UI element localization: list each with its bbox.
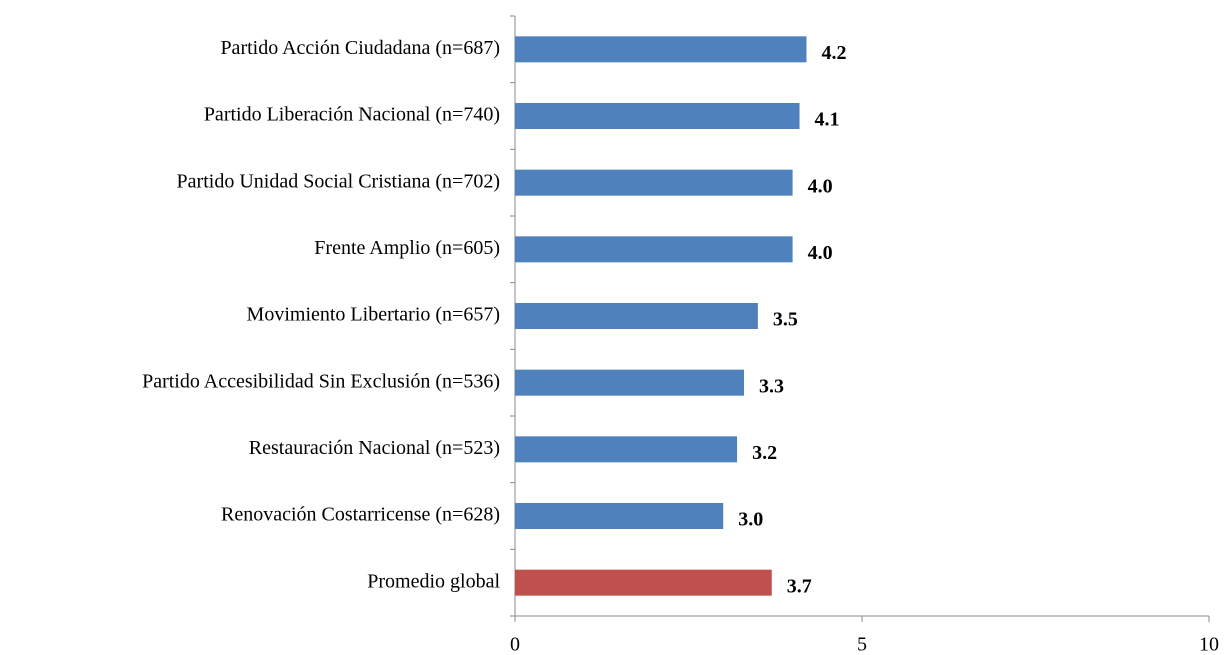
bar: [515, 503, 724, 529]
y-tick-label: Partido Acción Ciudadana (n=687): [220, 37, 500, 59]
x-tick-label: 10: [1199, 634, 1219, 655]
value-label: 3.7: [787, 575, 812, 597]
value-label: 4.1: [815, 109, 840, 131]
bar: [515, 236, 793, 263]
y-tick-label: Promedio global: [367, 570, 500, 592]
bar: [515, 303, 758, 329]
bar: [515, 369, 745, 396]
value-label: 3.2: [752, 442, 777, 464]
y-tick-label: Renovación Costarricense (n=628): [221, 504, 500, 526]
x-tick-label: 0: [510, 634, 520, 655]
bar: [515, 436, 738, 463]
y-tick-label: Partido Unidad Social Cristiana (n=702): [177, 170, 500, 192]
value-label: 4.0: [808, 175, 833, 197]
y-tick-label: Partido Liberación Nacional (n=740): [204, 104, 500, 126]
y-tick-label: Movimiento Libertario (n=657): [247, 304, 500, 326]
bar: [515, 169, 793, 196]
bar: [515, 36, 807, 63]
value-label: 4.0: [808, 242, 833, 264]
value-label: 4.2: [821, 42, 846, 64]
bar: [515, 103, 800, 129]
x-tick-label: 5: [857, 634, 867, 655]
y-tick-label: Frente Amplio (n=605): [314, 237, 500, 259]
y-tick-label: Restauración Nacional (n=523): [249, 437, 500, 459]
value-label: 3.3: [759, 375, 784, 397]
bar: [515, 569, 772, 596]
y-tick-label: Partido Accesibilidad Sin Exclusión (n=5…: [142, 370, 500, 392]
value-label: 3.0: [738, 509, 763, 531]
value-label: 3.5: [773, 309, 798, 331]
